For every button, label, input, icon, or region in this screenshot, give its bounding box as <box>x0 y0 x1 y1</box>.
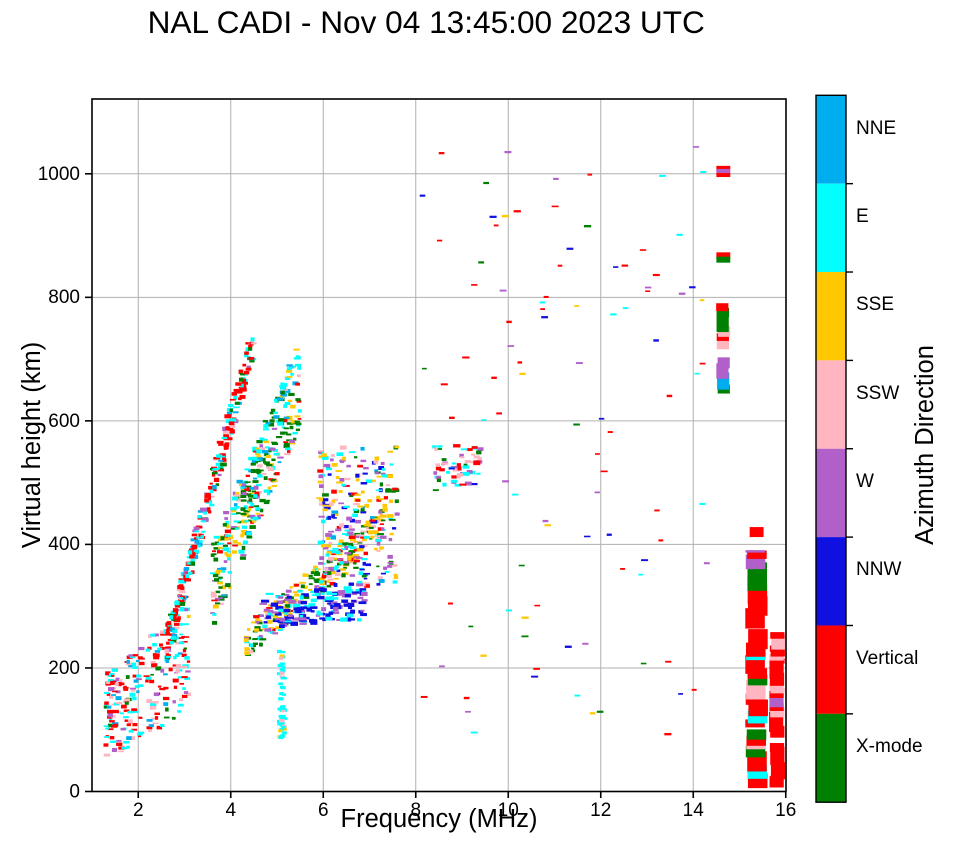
svg-text:E: E <box>856 206 869 227</box>
svg-text:SSE: SSE <box>856 294 894 315</box>
svg-text:W: W <box>856 471 874 492</box>
svg-text:NNW: NNW <box>856 559 901 580</box>
svg-text:NNE: NNE <box>856 118 896 139</box>
svg-text:Vertical: Vertical <box>856 648 918 669</box>
svg-text:X-mode: X-mode <box>856 736 923 757</box>
svg-text:SSW: SSW <box>856 383 899 404</box>
